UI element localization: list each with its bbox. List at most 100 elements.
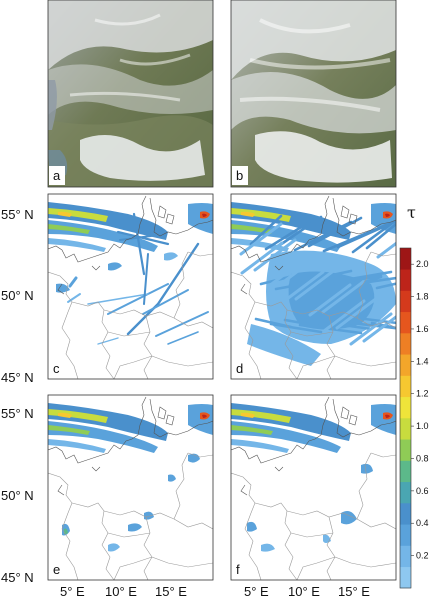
contrail-streak (283, 318, 333, 330)
lon-label-15-right: 15° E (338, 584, 370, 599)
lon-label-10-left: 10° E (105, 584, 137, 599)
coastline (57, 283, 65, 295)
coastline (157, 205, 167, 219)
contrail-streak (322, 299, 366, 333)
country-border (356, 452, 372, 520)
lat-label-50-bottom: 50° N (1, 488, 34, 503)
country-border (113, 556, 153, 580)
colorbar-cell (400, 375, 411, 398)
coastline (358, 420, 396, 436)
contrail-streak (335, 296, 379, 330)
coastline (240, 283, 248, 295)
colorbar-cell (400, 311, 411, 334)
country-border (296, 556, 336, 580)
country-border (254, 502, 292, 534)
colorbar-tick-label: 0.2 (416, 551, 429, 561)
contrail-streak (269, 322, 323, 334)
contrail-streak (264, 219, 313, 251)
colorbar: τ 2.0 1.8 1.6 1.4 1.2 1.0 0.8 0.6 0.4 0.2 (399, 203, 429, 589)
contrail-streak (167, 331, 199, 345)
coastline (175, 219, 213, 235)
colorbar-cell (400, 354, 411, 376)
colorbar-cell (400, 545, 411, 568)
coastline (165, 414, 175, 426)
contrail-streak (240, 241, 284, 275)
colorbar-cell (400, 503, 411, 525)
coastline (274, 265, 284, 271)
country-border (173, 251, 189, 319)
panel-b: b (230, 0, 397, 188)
coastline (240, 484, 248, 496)
country-border (284, 331, 298, 379)
contrail-streak (365, 222, 396, 250)
optical-thickness-field (58, 412, 72, 418)
contrail-streak (362, 315, 396, 343)
country-border (143, 355, 153, 379)
optical-thickness-field (247, 324, 321, 366)
lon-label-15-left: 15° E (155, 584, 187, 599)
country-border (101, 532, 115, 580)
optical-thickness-field (64, 528, 68, 535)
contrail-streak (307, 216, 363, 248)
colorbar-tick-label: 0.8 (416, 453, 429, 463)
country-border (71, 502, 109, 534)
country-border (254, 301, 292, 333)
country-border (244, 311, 262, 379)
optical-thickness-field (48, 439, 106, 453)
colorbar-tick-label: 1.8 (416, 292, 429, 302)
panel-d-label: d (236, 361, 243, 376)
optical-thickness-field (241, 412, 255, 418)
optical-thickness-field (168, 474, 176, 482)
country-border (187, 251, 213, 257)
colorbar-cell (400, 481, 411, 504)
contrail-streak (317, 274, 383, 288)
colorbar-title: τ (407, 203, 416, 222)
contrail-streak (331, 270, 393, 284)
country-border (231, 271, 256, 313)
country-border (286, 510, 358, 520)
lon-label-5-right: 5° E (244, 584, 269, 599)
contrail-streak (142, 289, 189, 315)
country-border (296, 355, 336, 379)
colorbar-tick-label: 2.0 (416, 259, 429, 269)
panel-a: a (47, 0, 214, 188)
country-border (286, 309, 358, 319)
panel-f-label: f (236, 562, 240, 577)
coastline (131, 195, 147, 239)
colorbar-cell (400, 290, 411, 313)
coastline (48, 245, 85, 263)
contrail-streak (143, 253, 149, 305)
colorbar-cell (400, 439, 411, 461)
coastline (175, 420, 213, 436)
panel-e-label: e (53, 562, 60, 577)
contrail-streak (375, 282, 396, 290)
coastline (348, 414, 358, 426)
coastline (48, 446, 85, 464)
optical-thickness-field (48, 208, 108, 222)
coastline (131, 396, 147, 440)
contrail-streak (249, 214, 283, 246)
country-border (244, 512, 262, 580)
optical-thickness-field (231, 439, 289, 453)
contrail-streak (97, 337, 119, 345)
colorbar-cell (400, 418, 411, 440)
coastline (340, 406, 350, 420)
panel-a-label: a (53, 168, 61, 183)
optical-thickness-field (48, 224, 90, 234)
optical-thickness-field (202, 213, 207, 217)
country-border (103, 309, 175, 319)
optical-thickness-field (144, 511, 154, 520)
coastline (348, 213, 358, 225)
optical-thickness-field (361, 463, 373, 474)
contrail-streak (259, 272, 303, 286)
country-border (173, 317, 213, 329)
coastline (340, 205, 350, 219)
lat-label-55-top: 55° N (1, 207, 34, 222)
colorbar-tick-label: 1.4 (416, 356, 429, 366)
country-border (187, 452, 213, 458)
coastline (332, 398, 360, 438)
contrail-streak (155, 311, 209, 337)
country-border (103, 510, 175, 520)
coastline (149, 197, 177, 237)
contrail-streak (278, 215, 323, 247)
